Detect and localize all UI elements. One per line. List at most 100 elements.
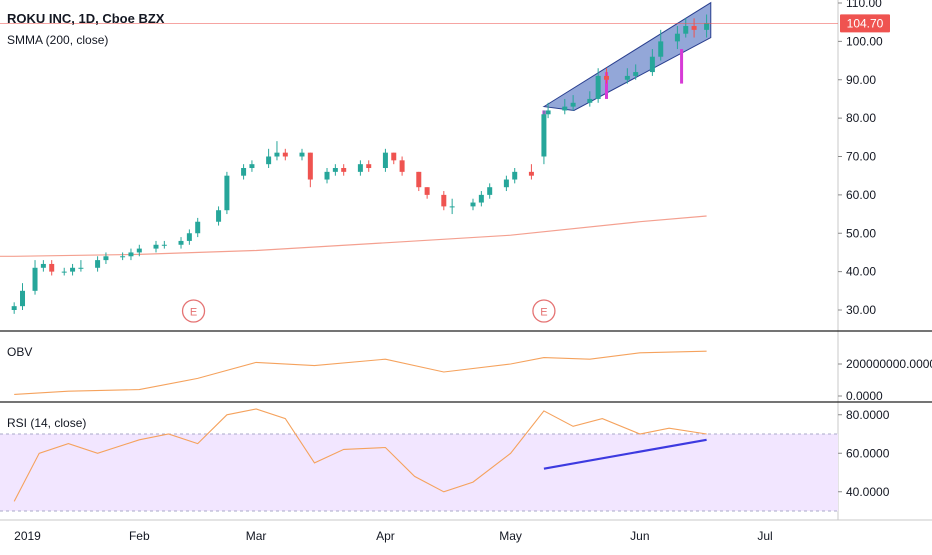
candle-body bbox=[324, 171, 330, 180]
candle-body bbox=[136, 248, 142, 253]
time-axis-label: Jul bbox=[757, 529, 772, 543]
candle bbox=[32, 260, 38, 295]
candle bbox=[503, 175, 509, 192]
last-price-value: 104.70 bbox=[847, 16, 884, 30]
candle-body bbox=[562, 106, 568, 111]
price-tick-label: 80.00 bbox=[846, 111, 876, 125]
candle bbox=[332, 164, 338, 176]
earnings-marker[interactable]: E bbox=[181, 299, 206, 323]
candle-body bbox=[512, 171, 518, 180]
rsi-axis-ticks: 80.0000 60.0000 40.0000 bbox=[838, 408, 890, 499]
volume-spike bbox=[604, 72, 608, 99]
candle bbox=[161, 240, 167, 249]
candle bbox=[441, 191, 447, 211]
candle bbox=[587, 91, 593, 107]
candle bbox=[153, 240, 159, 253]
candle bbox=[562, 98, 568, 115]
candle bbox=[274, 141, 280, 161]
candle bbox=[266, 148, 272, 169]
candle bbox=[120, 252, 126, 261]
candle-body bbox=[241, 168, 247, 176]
candle bbox=[470, 198, 476, 211]
candle bbox=[307, 152, 313, 188]
smma-series bbox=[0, 215, 707, 257]
candle-body bbox=[595, 75, 601, 99]
candle bbox=[704, 14, 710, 38]
price-tick-label: 50.00 bbox=[846, 226, 876, 240]
price-tick-label: 40.00 bbox=[846, 265, 876, 279]
candle bbox=[416, 171, 422, 192]
candle-body bbox=[528, 171, 534, 176]
candle bbox=[95, 256, 101, 272]
time-axis-label: Jun bbox=[630, 529, 649, 543]
candle-body bbox=[603, 75, 609, 80]
candle-body bbox=[40, 263, 46, 268]
candle bbox=[649, 49, 655, 76]
candle bbox=[11, 302, 17, 314]
price-tick-label: 60.00 bbox=[846, 188, 876, 202]
candle bbox=[512, 168, 518, 184]
candle bbox=[78, 260, 84, 272]
candle-body bbox=[11, 306, 17, 310]
candle-series bbox=[11, 14, 710, 314]
candle-body bbox=[587, 98, 593, 103]
candle bbox=[195, 217, 201, 238]
candle-body bbox=[266, 156, 272, 165]
candle-body bbox=[424, 187, 430, 195]
candle-body bbox=[332, 168, 338, 172]
candle bbox=[128, 248, 134, 261]
candle bbox=[487, 183, 493, 199]
candle-body bbox=[691, 26, 697, 30]
candle-body bbox=[224, 175, 230, 211]
time-axis-label: Apr bbox=[376, 529, 395, 543]
candle bbox=[61, 267, 67, 276]
candle bbox=[624, 68, 630, 84]
candle bbox=[595, 68, 601, 103]
candle bbox=[424, 187, 430, 199]
candle-body bbox=[399, 160, 405, 172]
candle-body bbox=[61, 271, 67, 273]
candle-body bbox=[307, 152, 313, 180]
candle-body bbox=[282, 152, 288, 157]
candle bbox=[103, 252, 109, 264]
candle-body bbox=[195, 221, 201, 234]
obv-tick-label: 200000000.0000 bbox=[846, 357, 932, 371]
candle bbox=[683, 18, 689, 38]
candle bbox=[40, 260, 46, 272]
candle-body bbox=[186, 233, 192, 241]
candle bbox=[249, 160, 255, 172]
candle bbox=[478, 191, 484, 207]
candle-body bbox=[487, 187, 493, 195]
candle-body bbox=[633, 72, 639, 76]
candle-body bbox=[103, 256, 109, 261]
rsi-tick-label: 40.0000 bbox=[846, 485, 890, 499]
earnings-marker[interactable]: E bbox=[532, 299, 556, 323]
candle bbox=[282, 148, 288, 161]
price-tick-label: 110.00 bbox=[846, 0, 882, 10]
time-axis-labels: 2019 Feb Mar Apr May Jun Jul bbox=[14, 529, 773, 543]
smma-legend: SMMA (200, close) bbox=[7, 33, 108, 47]
price-tick-label: 30.00 bbox=[846, 303, 876, 317]
candle bbox=[603, 68, 609, 84]
candle bbox=[633, 64, 639, 80]
candle-body bbox=[32, 267, 38, 291]
symbol-title: ROKU INC, 1D, Cboe BZX bbox=[7, 11, 165, 26]
candle bbox=[674, 26, 680, 50]
candle-body bbox=[366, 164, 372, 169]
candle bbox=[545, 102, 551, 119]
candle bbox=[399, 156, 405, 176]
rsi-tick-label: 60.0000 bbox=[846, 446, 890, 460]
candle bbox=[528, 164, 534, 180]
candle bbox=[324, 168, 330, 184]
candle-body bbox=[249, 164, 255, 169]
obv-tick-label: 0.0000 bbox=[846, 389, 883, 403]
candle bbox=[224, 171, 230, 215]
rsi-trendline bbox=[543, 438, 707, 470]
candle-body bbox=[503, 179, 509, 188]
earnings-marker-circle bbox=[181, 299, 206, 323]
candle-body bbox=[658, 41, 664, 57]
candle-body bbox=[478, 194, 484, 203]
candle-body bbox=[470, 202, 476, 207]
